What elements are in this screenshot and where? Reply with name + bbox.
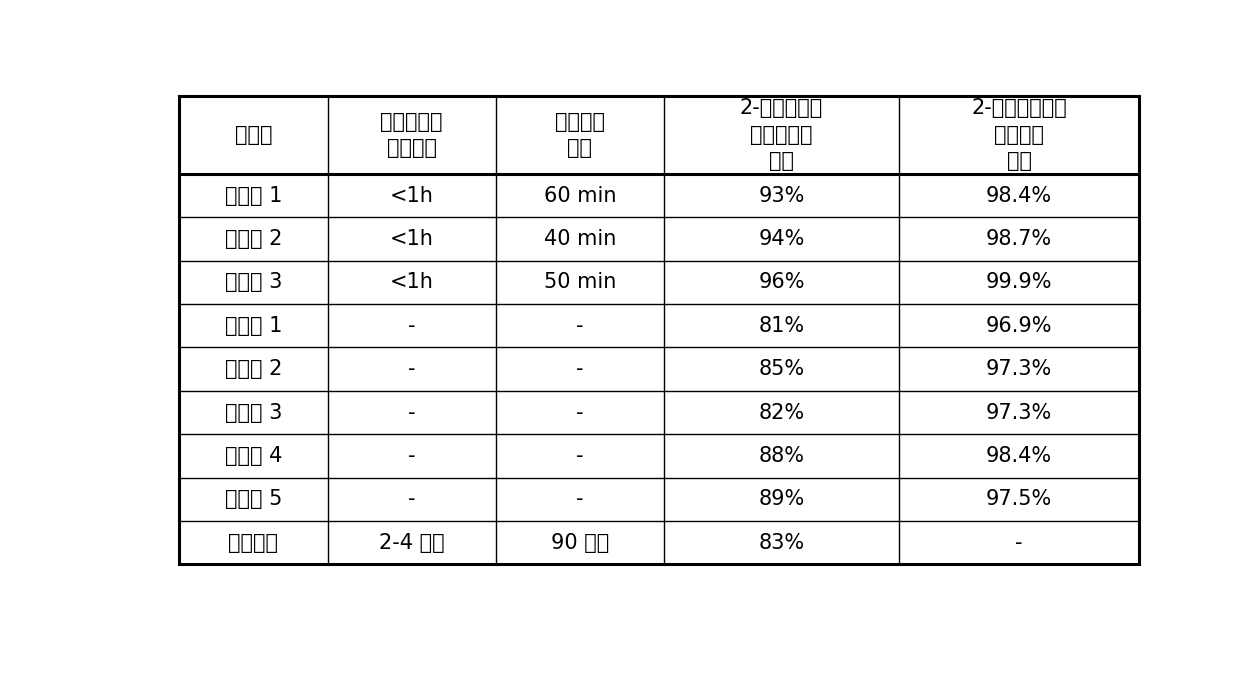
Text: -: - [576, 446, 584, 466]
Text: 98.7%: 98.7% [986, 229, 1052, 249]
Text: 96%: 96% [758, 273, 804, 293]
Text: -: - [408, 316, 415, 336]
Text: 50 min: 50 min [544, 273, 616, 293]
Text: 96.9%: 96.9% [986, 316, 1052, 336]
Text: 实施例 1: 实施例 1 [224, 185, 282, 205]
Text: -: - [576, 359, 584, 379]
Text: 83%: 83% [758, 532, 804, 552]
Text: 40 min: 40 min [544, 229, 616, 249]
Text: -: - [408, 489, 415, 509]
Text: 传统方法: 传统方法 [228, 532, 279, 552]
Text: 82%: 82% [758, 403, 804, 423]
Text: -: - [408, 446, 415, 466]
Text: 90 分钟: 90 分钟 [550, 532, 608, 552]
Text: 98.4%: 98.4% [986, 185, 1052, 205]
Text: 对比例 5: 对比例 5 [224, 489, 282, 509]
Text: 88%: 88% [758, 446, 804, 466]
Text: 试验例: 试验例 [234, 125, 273, 145]
Text: -: - [408, 359, 415, 379]
Text: <1h: <1h [390, 229, 434, 249]
Text: -: - [576, 403, 584, 423]
Text: 单环戊二烯
滴加时间: 单环戊二烯 滴加时间 [380, 111, 444, 158]
Text: -: - [576, 316, 584, 336]
Text: 99.9%: 99.9% [986, 273, 1052, 293]
Text: 89%: 89% [758, 489, 804, 509]
Text: 2-甲基环戊二
烯三羰基锰
收率: 2-甲基环戊二 烯三羰基锰 收率 [740, 98, 823, 171]
Text: 实施例 3: 实施例 3 [224, 273, 282, 293]
Text: 实施例 2: 实施例 2 [224, 229, 282, 249]
Text: 对比例 1: 对比例 1 [224, 316, 282, 336]
Text: 98.4%: 98.4% [986, 446, 1052, 466]
Text: 93%: 93% [758, 185, 804, 205]
Text: 对比例 4: 对比例 4 [224, 446, 282, 466]
Text: 97.5%: 97.5% [986, 489, 1052, 509]
Text: <1h: <1h [390, 185, 434, 205]
Text: -: - [1015, 532, 1023, 552]
Text: 2-4 小时: 2-4 小时 [379, 532, 445, 552]
Text: 97.3%: 97.3% [986, 403, 1052, 423]
Text: -: - [576, 489, 584, 509]
Text: <1h: <1h [390, 273, 434, 293]
Text: 81%: 81% [758, 316, 804, 336]
Text: 对比例 3: 对比例 3 [224, 403, 282, 423]
Text: 85%: 85% [758, 359, 804, 379]
Text: 2-甲基环戊二烯
三羰基锰
纯度: 2-甲基环戊二烯 三羰基锰 纯度 [971, 98, 1067, 171]
Text: 60 min: 60 min [544, 185, 616, 205]
Text: 94%: 94% [758, 229, 804, 249]
Text: 环锰反应
时间: 环锰反应 时间 [555, 111, 605, 158]
Text: 97.3%: 97.3% [986, 359, 1052, 379]
Text: 对比例 2: 对比例 2 [224, 359, 282, 379]
Text: -: - [408, 403, 415, 423]
